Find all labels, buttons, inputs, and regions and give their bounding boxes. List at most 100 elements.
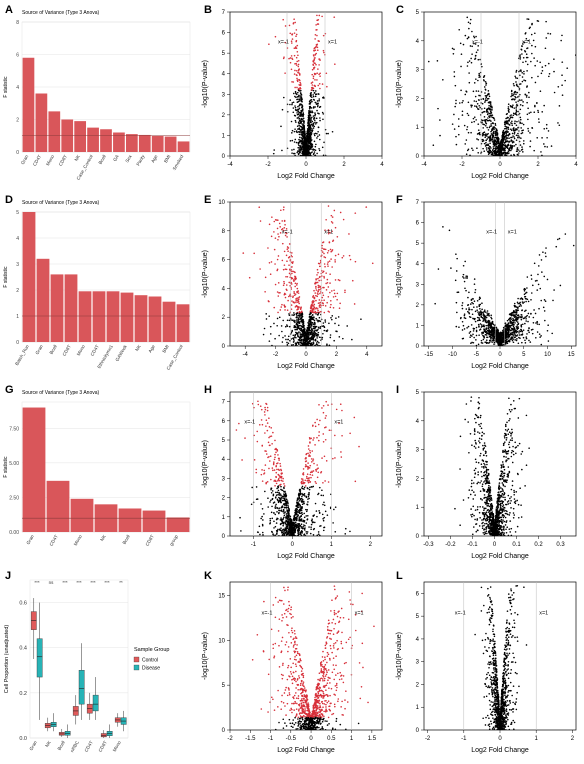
data-point (339, 302, 341, 305)
data-point (460, 89, 462, 92)
y-tick-label: 1 (416, 323, 420, 329)
data-point (306, 135, 309, 138)
data-point (290, 120, 293, 123)
data-point (301, 151, 304, 154)
data-point (504, 322, 507, 324)
data-point (334, 322, 336, 325)
bar (134, 295, 148, 342)
data-point (316, 100, 319, 102)
data-point (309, 317, 311, 320)
x-tick-label: 4 (380, 162, 384, 168)
data-point (297, 301, 300, 303)
data-point (510, 312, 513, 315)
data-point (336, 298, 338, 301)
data-point (512, 114, 515, 117)
data-point (325, 72, 328, 75)
data-point (317, 309, 319, 312)
data-point (289, 103, 291, 106)
data-point (513, 92, 516, 94)
data-point (325, 282, 327, 285)
data-point (307, 130, 310, 132)
data-point (298, 98, 301, 101)
data-point (512, 341, 515, 344)
chart-title: Source of Variance (Type 3 Anova) (22, 390, 100, 396)
data-point (315, 287, 317, 289)
data-point (321, 83, 324, 85)
data-point (530, 60, 532, 63)
data-point (474, 320, 477, 323)
data-point (300, 306, 302, 308)
data-point (262, 534, 264, 536)
data-point (460, 65, 462, 68)
data-point (463, 124, 466, 127)
data-point (298, 104, 301, 107)
data-point (464, 317, 467, 320)
data-point (273, 231, 275, 233)
data-point (314, 113, 317, 116)
data-point (315, 317, 317, 320)
data-point (291, 139, 294, 142)
data-point (318, 73, 320, 76)
data-point (265, 318, 268, 320)
data-point (526, 101, 528, 104)
bar (106, 291, 120, 342)
data-point (312, 295, 315, 297)
data-point (298, 324, 301, 327)
data-point (299, 95, 302, 97)
data-point (477, 45, 480, 47)
data-point (337, 316, 340, 318)
data-point (520, 137, 522, 139)
data-point (512, 135, 514, 137)
data-point (503, 149, 506, 151)
data-point (477, 311, 479, 313)
data-point (334, 259, 336, 261)
data-point (311, 96, 313, 99)
data-point (455, 325, 458, 328)
data-point (523, 290, 526, 292)
data-point (317, 271, 319, 274)
chart-g: Source of Variance (Type 3 Anova)0.002.5… (3, 390, 191, 547)
data-point (468, 27, 470, 30)
data-point (294, 128, 296, 130)
x-axis-label: Log2 Fold Change (471, 173, 529, 180)
data-point (303, 337, 306, 340)
data-point (268, 315, 270, 317)
data-point (313, 148, 316, 151)
data-point (505, 324, 508, 327)
data-point (313, 134, 316, 137)
data-point (520, 69, 522, 71)
data-point (518, 83, 521, 86)
data-point (282, 497, 284, 500)
data-point (301, 495, 303, 498)
data-point (295, 301, 297, 304)
data-point (316, 337, 318, 339)
data-point (506, 140, 508, 142)
data-point (311, 314, 314, 316)
data-point (329, 248, 332, 251)
data-point (487, 97, 490, 100)
data-point (298, 327, 300, 329)
data-point (275, 503, 277, 506)
data-point (300, 329, 303, 332)
data-point (516, 77, 519, 80)
data-point (327, 265, 329, 267)
data-point (487, 101, 490, 104)
data-point (324, 305, 327, 307)
data-point (540, 299, 543, 302)
data-point (273, 306, 276, 309)
data-point (326, 278, 329, 281)
data-point (516, 309, 518, 312)
data-point (538, 323, 541, 326)
x-tick-label: 0 (498, 162, 502, 168)
data-point (505, 130, 507, 133)
data-point (318, 341, 320, 344)
data-point (553, 70, 555, 73)
data-point (479, 114, 482, 116)
data-point (521, 314, 523, 316)
data-point (572, 244, 575, 247)
data-point (498, 334, 500, 337)
data-point (292, 22, 295, 24)
data-point (308, 101, 311, 103)
x-tick-label: Bcell (49, 344, 58, 355)
